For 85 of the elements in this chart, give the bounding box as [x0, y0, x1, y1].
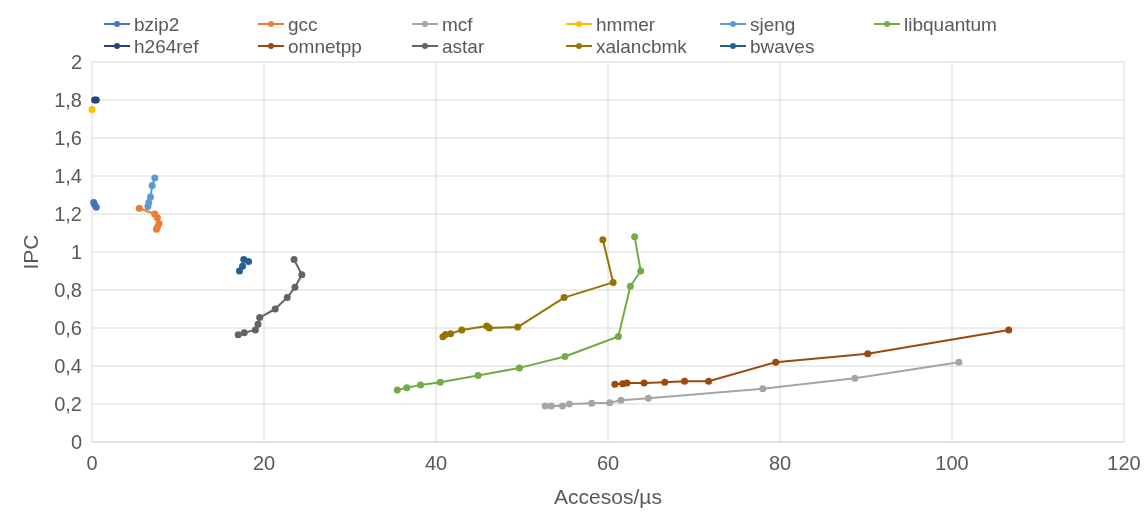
- point: [541, 402, 549, 410]
- point: [599, 236, 607, 244]
- point: [955, 358, 963, 366]
- point: [515, 364, 523, 372]
- point: [148, 182, 156, 189]
- point: [234, 331, 242, 339]
- point: [256, 314, 264, 322]
- point: [240, 329, 248, 337]
- point: [245, 258, 253, 265]
- point: [851, 374, 859, 382]
- y-tick-label: 2: [70, 51, 82, 73]
- point: [403, 384, 411, 392]
- point: [772, 358, 780, 366]
- point: [637, 267, 645, 275]
- legend-label: omnetpp: [288, 35, 362, 57]
- legend-label: bwaves: [750, 35, 815, 57]
- x-tick-label: 120: [1107, 452, 1141, 474]
- point: [864, 350, 872, 358]
- point: [146, 193, 154, 201]
- point: [283, 294, 291, 302]
- point: [705, 377, 713, 385]
- x-tick-label: 60: [596, 452, 620, 474]
- y-axis-title: IPC: [19, 234, 42, 270]
- legend-label: hmmer: [596, 13, 656, 35]
- point: [135, 204, 143, 212]
- point: [606, 399, 614, 407]
- point: [644, 394, 652, 402]
- x-tick-label: 100: [935, 452, 969, 474]
- point: [514, 323, 522, 331]
- x-tick-label: 80: [768, 452, 792, 474]
- y-tick-label: 1,8: [54, 89, 82, 111]
- y-tick-label: 1: [70, 241, 82, 263]
- point: [561, 353, 569, 360]
- x-tick-label: 40: [424, 452, 448, 474]
- point: [254, 320, 262, 328]
- point: [436, 378, 444, 386]
- point: [290, 256, 298, 264]
- point: [251, 326, 259, 334]
- y-tick-label: 0,2: [54, 393, 82, 415]
- point: [458, 326, 466, 334]
- legend-label: mcf: [442, 13, 474, 35]
- point: [393, 386, 401, 394]
- point: [239, 262, 246, 270]
- point: [558, 402, 566, 410]
- x-tick-label: 0: [86, 452, 98, 474]
- point: [611, 380, 619, 388]
- point: [151, 174, 159, 182]
- point: [626, 282, 634, 290]
- legend-label: h264ref: [134, 35, 200, 57]
- legend-label: gcc: [288, 13, 318, 35]
- point: [640, 379, 648, 387]
- point: [614, 333, 622, 341]
- point: [271, 305, 279, 313]
- point: [417, 381, 425, 389]
- y-tick-label: 1,2: [54, 203, 82, 225]
- point: [1005, 326, 1013, 334]
- y-tick-label: 0,4: [54, 355, 82, 377]
- point: [547, 402, 555, 410]
- point: [631, 233, 639, 241]
- legend-label: bzip2: [134, 13, 180, 35]
- legend-label: sjeng: [750, 13, 796, 35]
- point: [565, 400, 573, 408]
- point: [474, 372, 482, 379]
- point: [560, 294, 568, 302]
- point: [617, 396, 625, 404]
- point: [623, 379, 631, 387]
- point: [298, 271, 306, 279]
- y-tick-label: 0,8: [54, 279, 82, 301]
- point: [609, 278, 617, 286]
- point: [759, 385, 767, 393]
- legend-label: xalancbmk: [596, 35, 688, 57]
- y-tick-label: 0,6: [54, 317, 82, 339]
- y-tick-label: 1,4: [54, 165, 82, 187]
- x-axis-title: Accesos/µs: [554, 485, 662, 508]
- point: [291, 283, 299, 291]
- point: [661, 378, 669, 386]
- legend-label: astar: [442, 35, 485, 57]
- point: [588, 399, 596, 407]
- legend-label: libquantum: [904, 13, 997, 35]
- point: [681, 377, 689, 385]
- x-tick-label: 20: [252, 452, 276, 474]
- point: [153, 214, 161, 222]
- point: [447, 330, 455, 338]
- y-tick-label: 1,6: [54, 127, 82, 149]
- y-tick-label: 0: [70, 431, 82, 453]
